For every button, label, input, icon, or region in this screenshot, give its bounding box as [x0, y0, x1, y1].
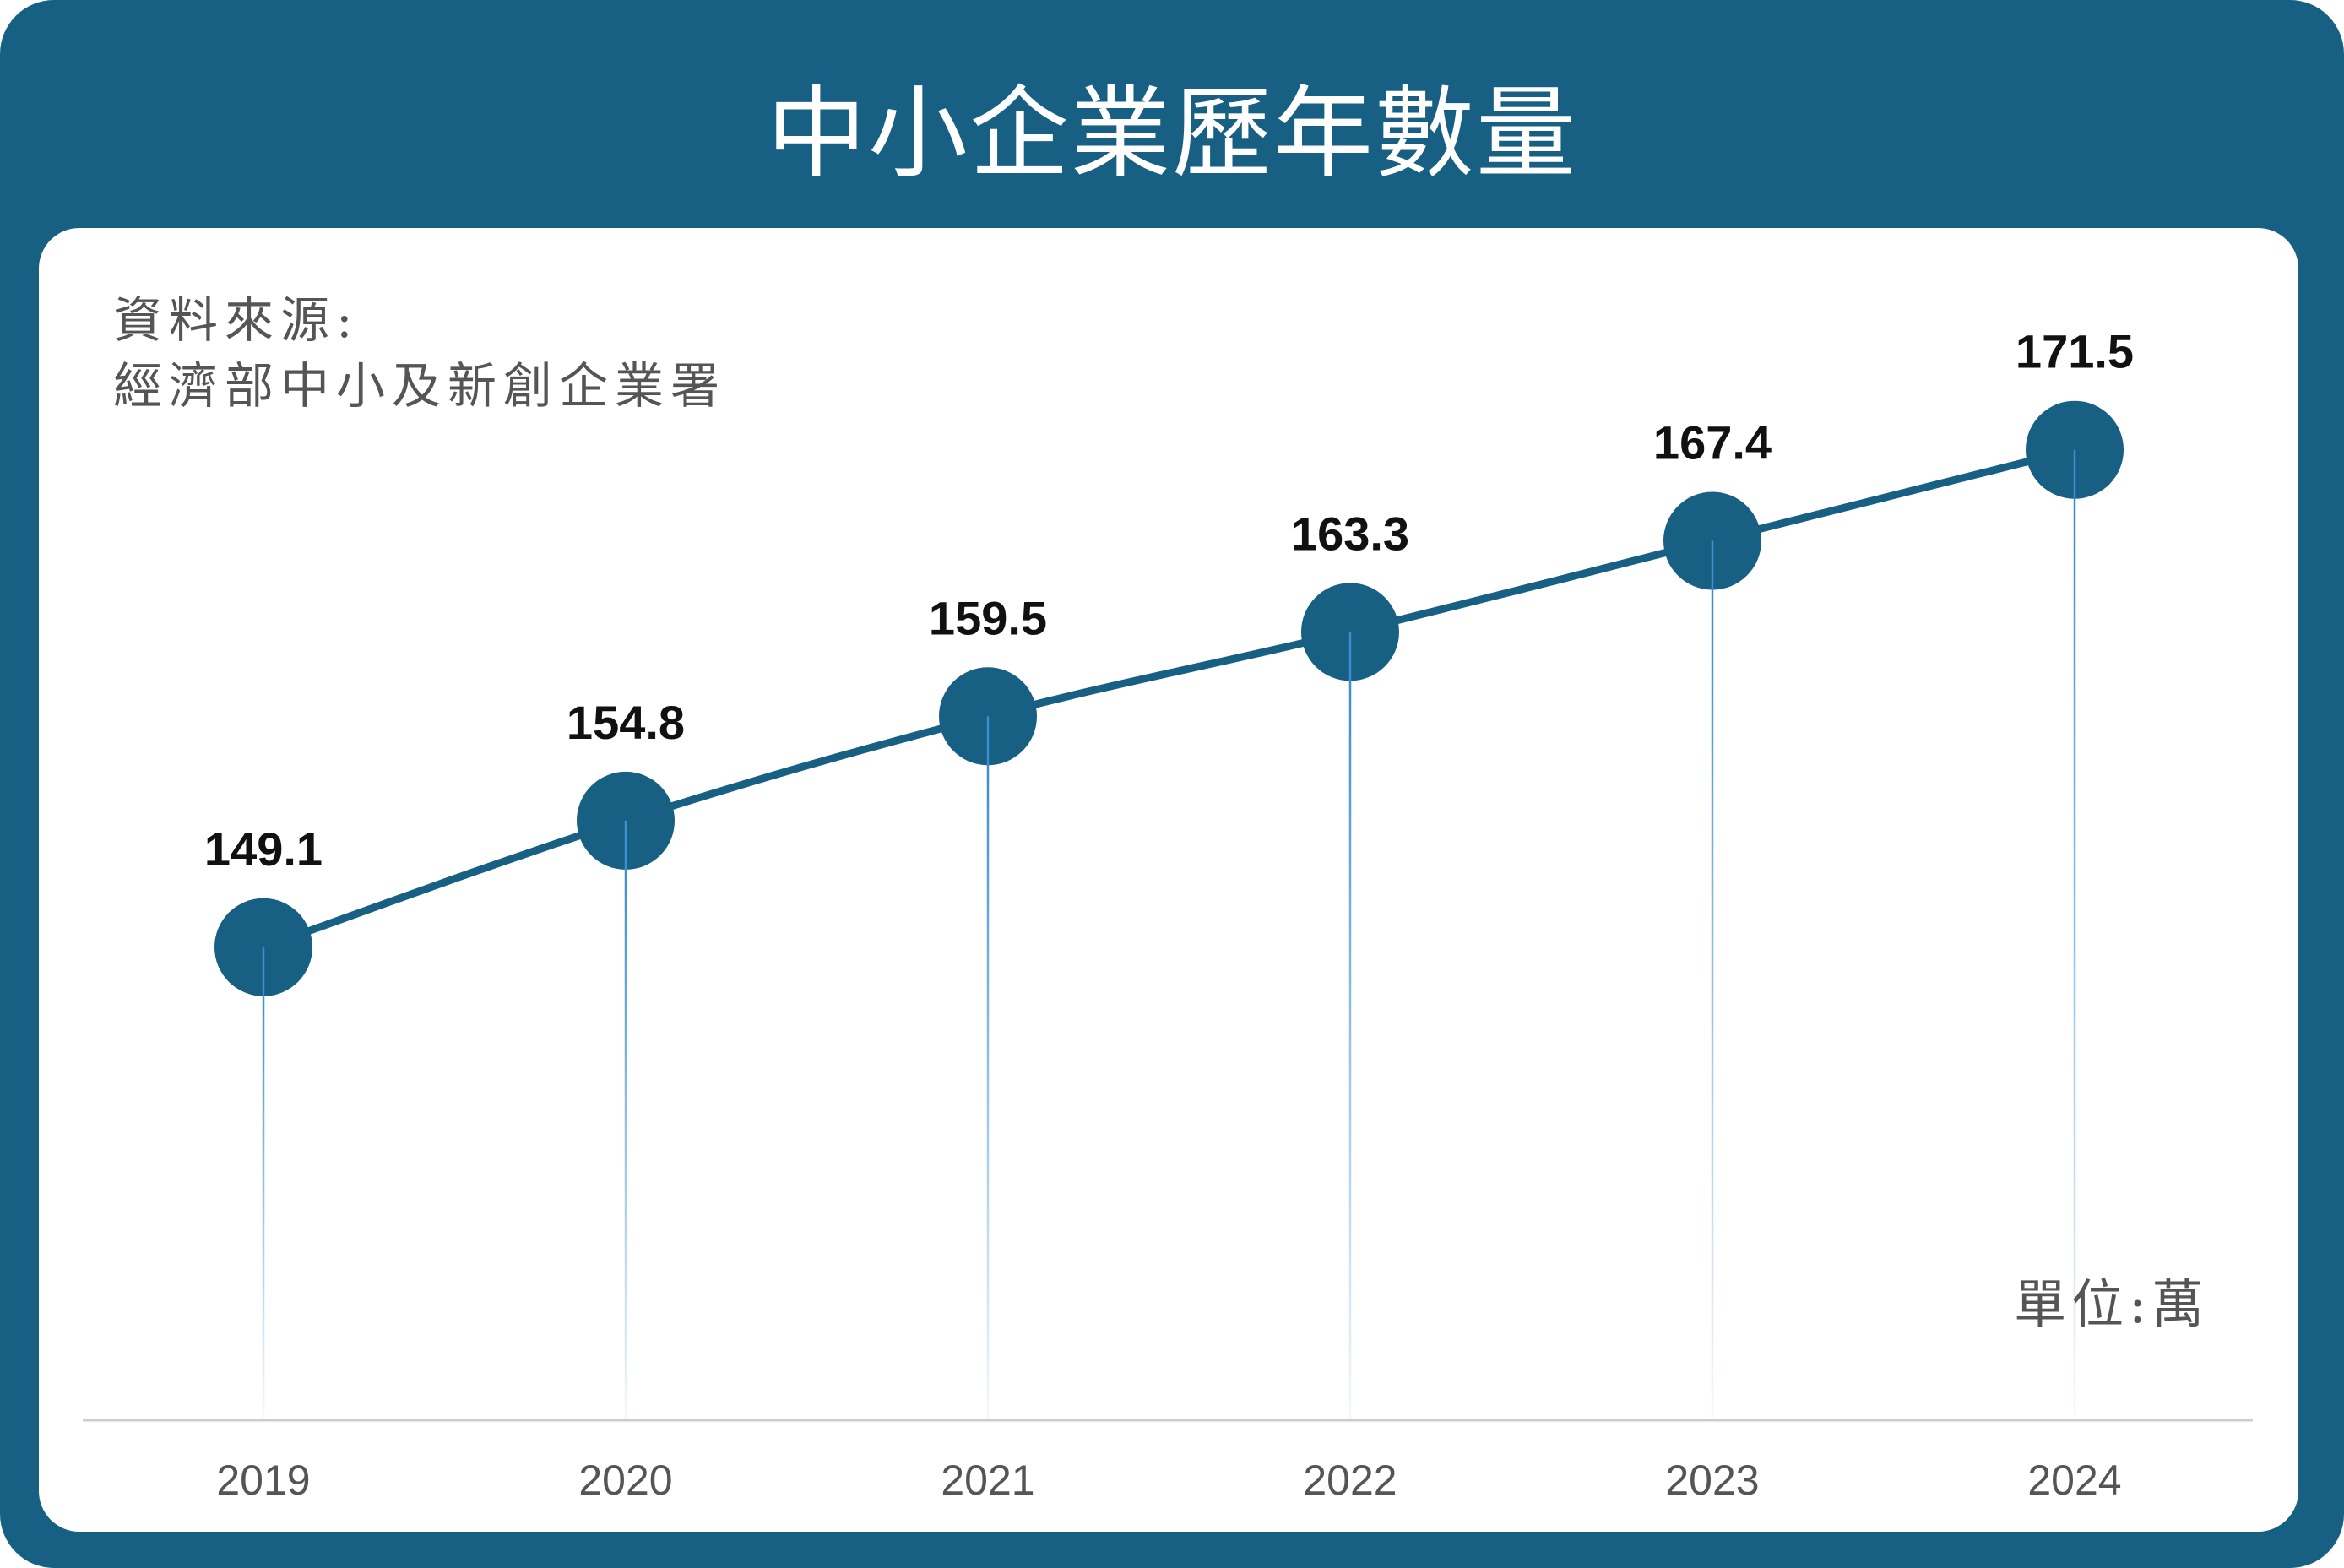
x-tick-label-2021: 2021	[941, 1457, 1034, 1504]
markers	[214, 400, 2124, 996]
x-tick-label-2023: 2023	[1665, 1457, 1759, 1504]
series-line	[259, 446, 2079, 952]
value-labels: 149.1 154.8 159.5 163.3 167.4 171.5	[204, 325, 2134, 876]
source-name: 經濟部中小及新創企業署	[113, 357, 727, 415]
x-tick-labels: 2019 2020 2021 2022 2023 2024	[216, 1457, 2121, 1504]
value-label-2022: 163.3	[1291, 507, 1409, 560]
x-tick-label-2020: 2020	[578, 1457, 672, 1504]
unit-label: 單位:萬	[2014, 1273, 2209, 1335]
source-note: 資料來源: 經濟部中小及新創企業署	[113, 287, 726, 419]
value-label-2020: 154.8	[567, 696, 685, 749]
x-tick-label-2022: 2022	[1303, 1457, 1397, 1504]
chart-title: 中小企業歷年數量	[766, 75, 1577, 192]
value-label-2023: 167.4	[1653, 416, 1772, 469]
source-label: 資料來源:	[113, 291, 360, 349]
value-label-2019: 149.1	[204, 822, 323, 876]
chart-panel	[39, 228, 2298, 1532]
value-label-2024: 171.5	[2016, 325, 2134, 378]
drop-lines	[262, 449, 2076, 1421]
value-label-2021: 159.5	[929, 591, 1047, 644]
x-tick-label-2019: 2019	[216, 1457, 310, 1504]
x-tick-label-2024: 2024	[2027, 1457, 2121, 1504]
